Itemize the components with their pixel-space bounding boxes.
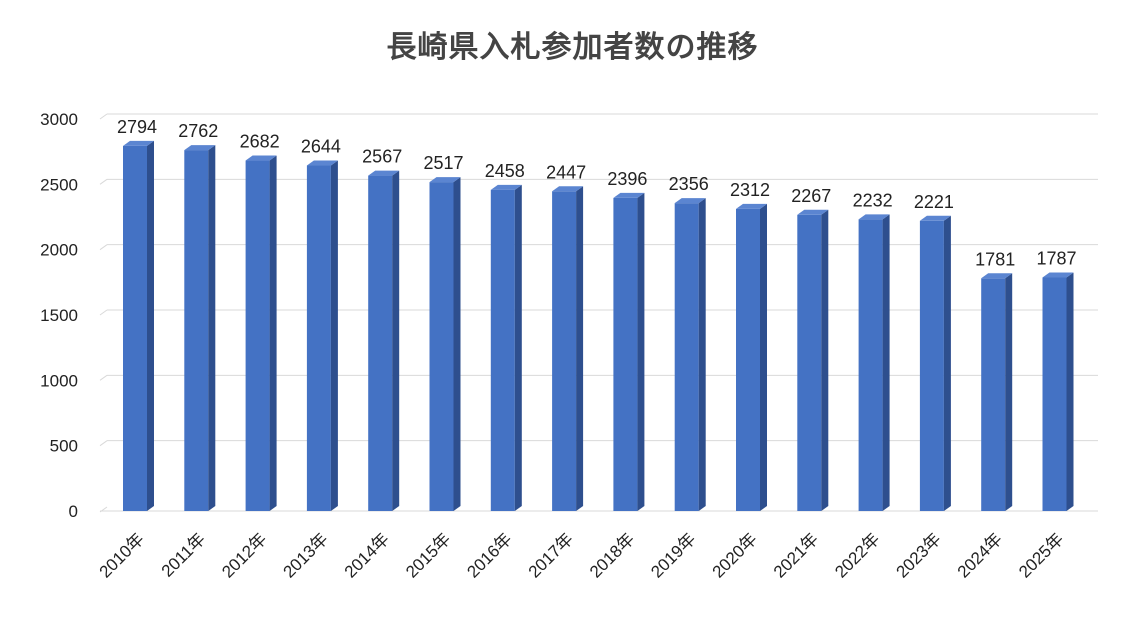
data-label: 1781 <box>975 249 1015 269</box>
data-label: 2458 <box>485 161 525 181</box>
x-tick-label: 2017年 <box>525 529 577 581</box>
x-tick-label: 2024年 <box>954 529 1006 581</box>
x-tick-label: 2012年 <box>218 529 270 581</box>
bar-top-2013年 <box>306 160 338 166</box>
data-label: 2794 <box>117 117 157 137</box>
gridline-0-depth <box>99 506 108 513</box>
bar-top-2015年 <box>429 177 461 183</box>
x-tick-label: 2015年 <box>402 529 454 581</box>
bar-2011年 <box>184 150 209 511</box>
bar-2023年 <box>919 220 944 511</box>
data-label: 2396 <box>607 169 647 189</box>
bar-side-2018年 <box>637 192 645 511</box>
data-label: 2447 <box>546 162 586 182</box>
data-label: 2567 <box>362 147 402 167</box>
x-tick-label: 2019年 <box>647 529 699 581</box>
bar-2016年 <box>490 189 515 511</box>
bar-side-2023年 <box>943 215 951 511</box>
bar-2021年 <box>797 214 822 511</box>
bar-2024年 <box>981 278 1006 511</box>
data-label: 2517 <box>423 153 463 173</box>
bar-side-2014年 <box>392 170 400 511</box>
data-label: 2267 <box>791 186 831 206</box>
bar-top-2022年 <box>858 214 890 220</box>
bar-top-2023年 <box>919 215 951 221</box>
bar-top-2020年 <box>736 203 767 209</box>
x-tick-label: 2020年 <box>709 529 761 581</box>
data-label: 2762 <box>178 121 218 141</box>
gridline-depth-2500 <box>99 178 108 185</box>
bar-2017年 <box>552 191 577 511</box>
x-tick-label: 2022年 <box>831 529 883 581</box>
bar-side-2025年 <box>1066 272 1074 511</box>
bar-side-2012年 <box>269 155 277 511</box>
y-tick-label: 3000 <box>40 110 78 129</box>
bar-2025年 <box>1042 277 1067 511</box>
bar-side-2024年 <box>1005 273 1013 511</box>
bar-side-2016年 <box>514 184 522 511</box>
bar-2013年 <box>306 165 331 511</box>
x-tick-label: 2013年 <box>280 529 332 581</box>
data-label: 2644 <box>301 137 341 157</box>
data-label: 2221 <box>914 192 954 212</box>
bar-side-2015年 <box>453 177 461 511</box>
x-tick-label: 2010年 <box>96 529 148 581</box>
bar-top-2018年 <box>613 192 645 198</box>
gridline-depth-3000 <box>99 113 108 120</box>
bar-2019年 <box>674 203 699 511</box>
bar-top-2011年 <box>184 145 216 151</box>
bar-2018年 <box>613 197 638 511</box>
data-label: 2356 <box>669 174 709 194</box>
bar-2012年 <box>245 160 270 511</box>
bar-top-2021年 <box>797 209 829 215</box>
bar-top-2016年 <box>490 184 522 190</box>
chart-title: 長崎県入札参加者数の推移 <box>386 30 759 65</box>
bar-side-2019年 <box>698 198 706 511</box>
data-label: 2312 <box>730 180 770 200</box>
bar-2022年 <box>858 219 883 512</box>
bar-side-2013年 <box>330 160 338 511</box>
bar-top-2010年 <box>123 140 154 146</box>
bar-top-2017年 <box>552 186 584 192</box>
x-tick-label: 2023年 <box>893 529 945 581</box>
y-tick-label: 500 <box>50 437 78 456</box>
x-tick-label: 2011年 <box>158 529 209 580</box>
y-tick-label: 2500 <box>40 175 78 194</box>
bar-side-2022年 <box>882 214 890 512</box>
bar-side-2010年 <box>147 140 154 511</box>
y-tick-label: 0 <box>69 502 78 521</box>
bar-side-2017年 <box>576 186 584 511</box>
gridline-depth-1500 <box>99 309 108 316</box>
y-tick-label: 1500 <box>40 306 78 325</box>
bar-2010年 <box>123 145 147 511</box>
bar-side-2021年 <box>821 209 829 511</box>
bar-2020年 <box>736 208 760 511</box>
bar-top-2019年 <box>674 198 706 204</box>
bar-top-2025年 <box>1042 272 1074 278</box>
bar-top-2012年 <box>245 155 277 161</box>
x-tick-label: 2021年 <box>770 529 822 581</box>
gridline-depth-1000 <box>99 374 108 381</box>
x-tick-label: 2018年 <box>586 529 638 581</box>
gridline-depth-500 <box>99 440 108 447</box>
gridline-depth-2000 <box>99 244 108 251</box>
bar-2014年 <box>368 175 393 511</box>
bar-top-2014年 <box>368 170 400 176</box>
data-label: 2232 <box>853 190 893 210</box>
y-tick-label: 1000 <box>40 371 78 390</box>
x-tick-label: 2025年 <box>1015 529 1067 581</box>
x-tick-label: 2014年 <box>341 529 393 581</box>
bar-2015年 <box>429 182 454 511</box>
bar-top-2024年 <box>981 273 1013 279</box>
bar-side-2011年 <box>208 145 216 511</box>
x-tick-label: 2016年 <box>463 529 515 581</box>
y-tick-label: 2000 <box>40 241 78 260</box>
bar-side-2020年 <box>760 203 767 511</box>
data-label: 2682 <box>240 132 280 152</box>
data-label: 1787 <box>1036 248 1076 268</box>
